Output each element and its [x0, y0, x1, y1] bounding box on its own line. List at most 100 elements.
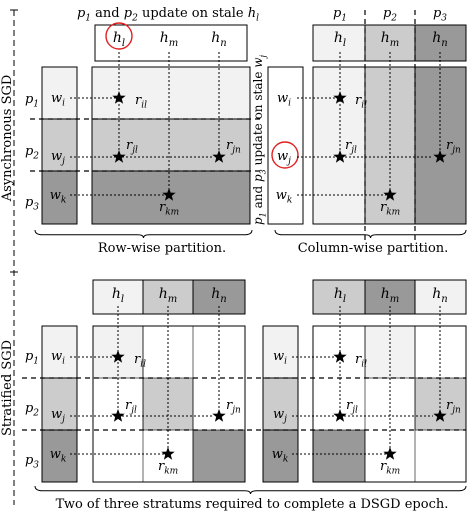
strat-left-r-il-star-icon — [111, 350, 125, 363]
strat-right-r-jn-star-icon — [433, 409, 447, 422]
row-wise-p3-label: p3 — [25, 195, 39, 213]
strat-p1-label: p1 — [25, 349, 39, 367]
row-wise-wk-label: wk — [50, 188, 67, 206]
strat-left-w-strip-2 — [41, 377, 78, 431]
row-wise-r-jl-label: rjl — [126, 138, 138, 156]
strat-right-h-cell-2 — [364, 279, 416, 315]
strat-left-w-strip-3 — [41, 429, 78, 483]
col-wise-p3-label: p3 — [433, 6, 447, 24]
row-wise-caption: Row-wise partition. — [98, 241, 226, 256]
row-wise-r-jn-star-icon — [212, 150, 226, 163]
row-wise-h-label-m: hm — [160, 30, 179, 49]
strat-left-wi-label: wi — [51, 349, 65, 367]
strat-right-w-strip-3 — [262, 429, 299, 483]
col-wise-r-jl-label: rjl — [345, 138, 357, 156]
strat-right-hn-label: hn — [432, 286, 447, 305]
strat-left-w-strip-1 — [41, 325, 78, 379]
strat-right-r-jl-label: rjl — [346, 398, 358, 416]
strat-left-h-cell-1 — [92, 279, 144, 315]
col-wise-wj-label: wj — [277, 149, 291, 167]
col-wise-hm-label: hm — [381, 30, 400, 49]
strat-left-r-jn-label: rjn — [226, 398, 241, 416]
row-wise-r-km-star-icon — [162, 188, 176, 201]
row-wise-h-label-l: hl — [113, 30, 125, 49]
strat-p2-label: p2 — [25, 401, 39, 419]
row-wise-w-strip-2 — [41, 118, 78, 172]
col-wise-brace — [274, 229, 467, 239]
col-wise-hn-label: hn — [432, 30, 447, 49]
strat-left-r-jl-label: rjl — [125, 398, 137, 416]
strat-p3-label: p3 — [25, 453, 39, 471]
strat-left-r-jn-star-icon — [212, 409, 226, 422]
stratified-sgd-label: Stratified SGD — [0, 340, 15, 436]
strat-left-r-frame — [92, 325, 246, 483]
strat-right-r-km-star-icon — [383, 447, 397, 460]
col-wise-r-jn-label: rjn — [446, 138, 461, 156]
strat-left-wj-label: wj — [51, 407, 65, 425]
col-wise-r-km-star-icon — [383, 188, 397, 201]
col-wise-r-col-1 — [312, 66, 366, 225]
col-wise-wi-label: wi — [277, 91, 291, 109]
strat-left-block-3 — [192, 429, 246, 483]
col-wise-side-caption: p1 and p3 update on stale wj — [251, 54, 267, 225]
col-wise-hl-label: hl — [334, 30, 346, 49]
async-sgd-label: Asynchronous SGD — [0, 75, 15, 203]
col-wise-wk-label: wk — [276, 188, 293, 206]
strat-caption: Two of three stratums required to comple… — [56, 497, 449, 512]
row-wise-r-km-label: rkm — [159, 200, 179, 218]
strat-right-r-il-label: ril — [355, 352, 367, 370]
col-wise-p2-label: p2 — [383, 6, 397, 24]
col-wise-r-jl-star-icon — [333, 150, 347, 163]
strat-left-r-jl-star-icon — [111, 409, 125, 422]
row-wise-h-label-n: hn — [211, 30, 226, 49]
row-wise-brace — [34, 229, 253, 239]
strat-left-hl-label: hl — [112, 286, 124, 305]
row-wise-p2-label: p2 — [25, 144, 39, 162]
strat-right-r-jn-label: rjn — [446, 398, 461, 416]
strat-left-hn-label: hn — [211, 286, 226, 305]
col-wise-w-strip — [267, 66, 304, 225]
col-wise-h-cell-1 — [312, 24, 366, 62]
row-wise-wi-label: wi — [51, 91, 65, 109]
col-wise-stale-wj-highlight-icon — [271, 141, 299, 169]
col-wise-r-il-label: ril — [355, 93, 367, 111]
row-wise-r-jl-star-icon — [112, 150, 126, 163]
col-wise-p1-label: p1 — [333, 6, 347, 24]
col-wise-r-km-label: rkm — [380, 200, 400, 218]
row-wise-r-il-label: ril — [135, 93, 147, 111]
strat-right-wj-label: wj — [273, 407, 287, 425]
col-wise-r-jn-star-icon — [433, 150, 447, 163]
strat-right-hm-label: hm — [381, 286, 400, 305]
row-wise-r-jn-label: rjn — [226, 138, 241, 156]
row-wise-r-row-2 — [91, 118, 251, 172]
row-wise-p1-label: p1 — [25, 92, 39, 110]
strat-right-r-km-label: rkm — [380, 459, 400, 477]
strat-left-r-il-label: ril — [134, 352, 146, 370]
strat-left-hm-label: hm — [159, 286, 178, 305]
strat-right-r-il-star-icon — [333, 350, 347, 363]
col-wise-r-il-star-icon — [333, 91, 347, 104]
strat-brace — [34, 485, 467, 495]
col-wise-h-cell-3 — [414, 24, 467, 62]
col-wise-caption: Column-wise partition. — [298, 241, 449, 256]
strat-left-h-cell-2 — [142, 279, 194, 315]
strat-right-r-jl-star-icon — [333, 409, 347, 422]
strat-right-w-strip-2 — [262, 377, 299, 431]
strat-left-wk-label: wk — [50, 447, 67, 465]
strat-right-wk-label: wk — [272, 447, 289, 465]
strat-left-r-km-star-icon — [161, 447, 175, 460]
strat-right-hl-label: hl — [334, 286, 346, 305]
strat-right-h-cell-3 — [414, 279, 467, 315]
row-wise-r-row-1 — [91, 66, 251, 120]
strat-right-wi-label: wi — [273, 349, 287, 367]
row-wise-wj-label: wj — [51, 149, 65, 167]
row-wise-h-vector — [94, 24, 248, 62]
row-wise-w-strip-1 — [41, 66, 78, 120]
row-wise-stale-hl-highlight-icon — [105, 22, 133, 50]
strat-right-block-3 — [312, 429, 366, 483]
strat-right-w-strip-1 — [262, 325, 299, 379]
row-wise-top-caption: p1 and p2 update on stale hl — [77, 6, 259, 24]
strat-right-h-cell-1 — [312, 279, 366, 315]
strat-left-r-km-label: rkm — [158, 459, 178, 477]
